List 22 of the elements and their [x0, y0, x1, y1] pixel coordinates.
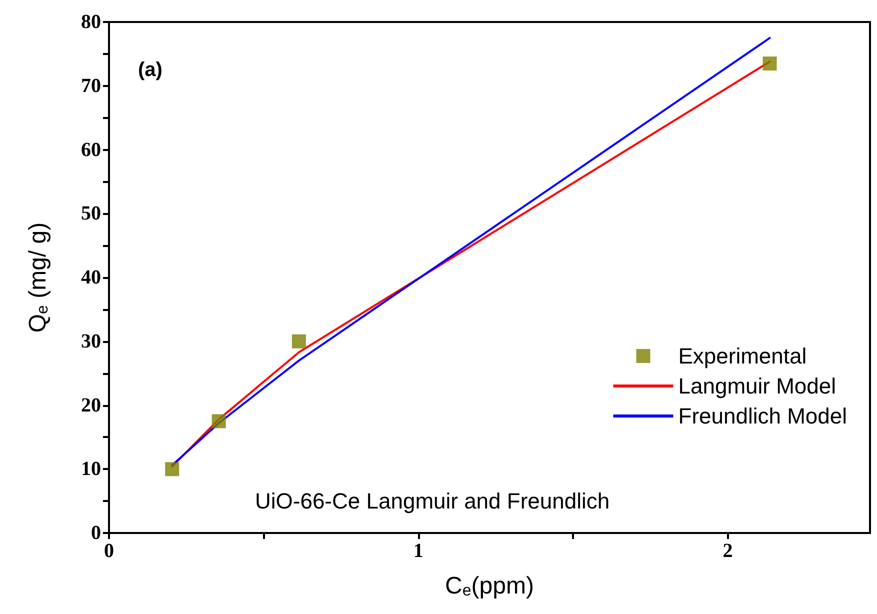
- point: [292, 334, 306, 348]
- point: [762, 56, 777, 71]
- point: [212, 414, 226, 428]
- y-tick-label: 50: [81, 202, 101, 225]
- y-axis-title: Qe (mg/ g): [24, 222, 52, 333]
- x-axis-title: Ce(ppm): [445, 572, 534, 600]
- y-tick-label: 20: [81, 394, 101, 416]
- x-tick-label: 1: [413, 540, 424, 562]
- y-tick-label: 80: [81, 11, 101, 33]
- annotation: (a): [138, 59, 162, 81]
- x-tick-label: 2: [722, 540, 733, 562]
- point: [165, 462, 180, 476]
- y-tick-label: 30: [81, 330, 101, 352]
- y-tick-label: 40: [81, 266, 101, 288]
- y-tick-label: 0: [91, 522, 101, 544]
- legend-label: Langmuir Model: [678, 374, 836, 398]
- y-tick-label: 60: [81, 138, 101, 161]
- y-tick-label: 70: [81, 74, 101, 97]
- y-tick-label: 10: [81, 458, 101, 480]
- legend-label: Freundlich Model: [678, 404, 847, 428]
- legend-label: Experimental: [678, 344, 807, 368]
- annotation: UiO-66-Ce Langmuir and Freundlich: [255, 488, 610, 514]
